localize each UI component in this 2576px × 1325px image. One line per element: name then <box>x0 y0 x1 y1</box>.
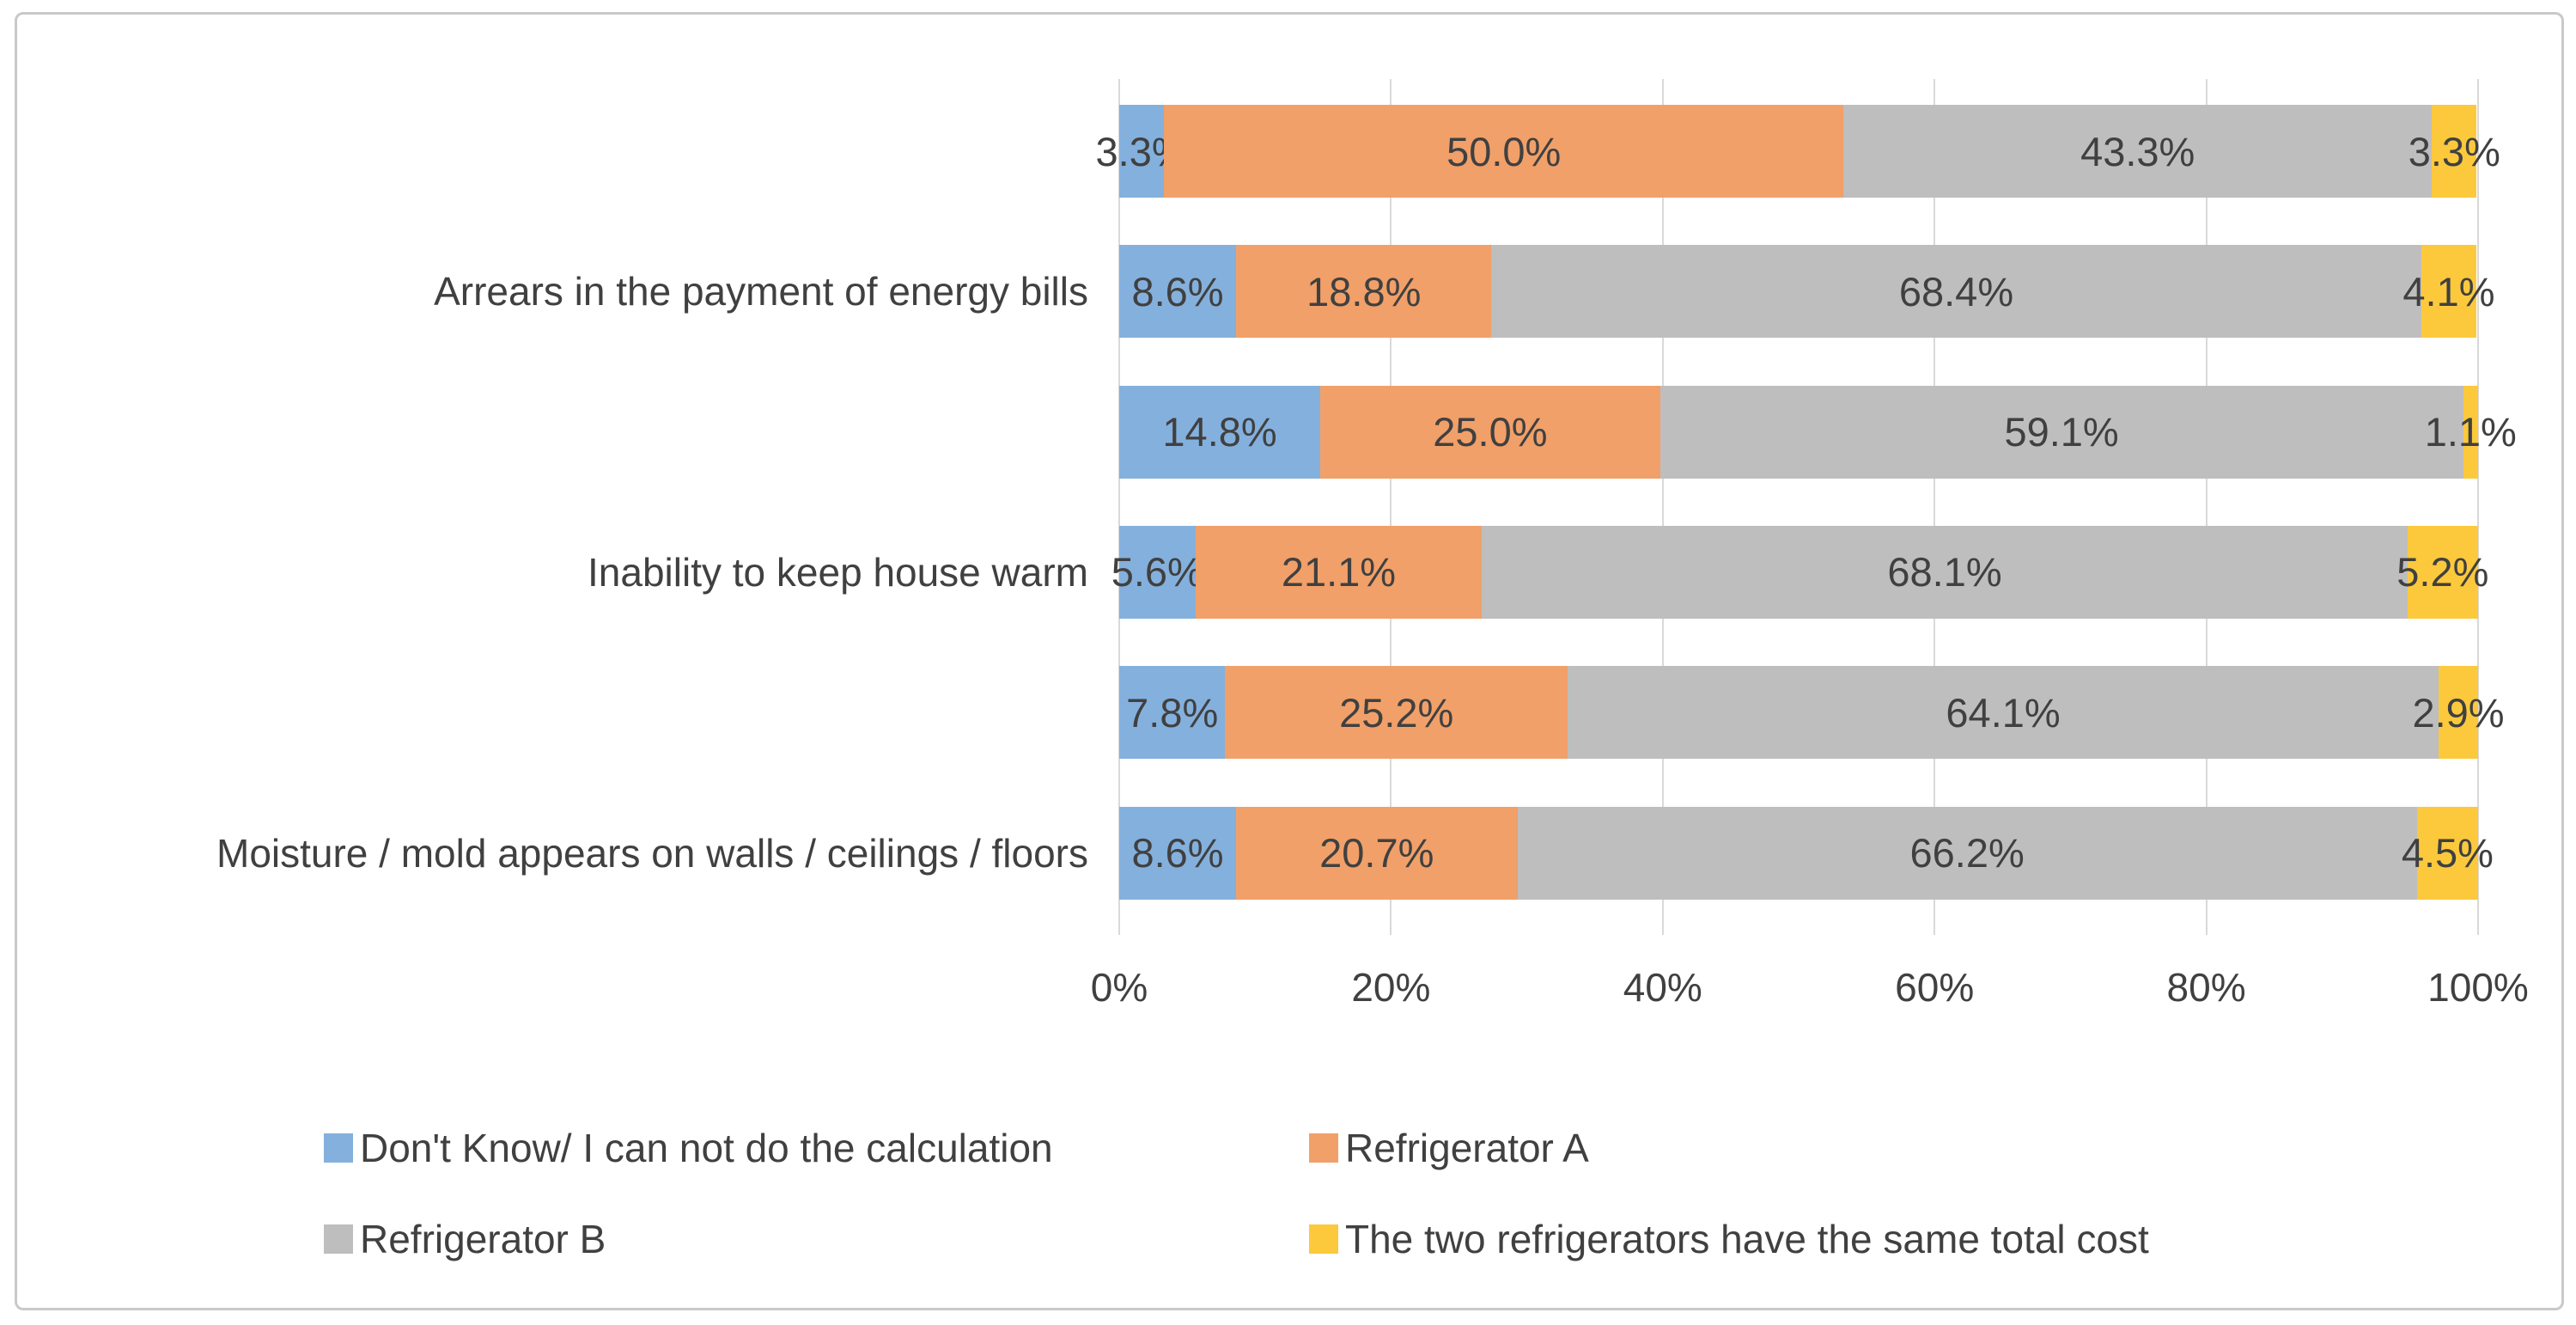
bar-row: 7.8% 25.2% 64.1% 2.9% <box>1119 666 2505 760</box>
data-label: 8.6% <box>1131 268 1224 314</box>
data-label: 59.1% <box>2004 409 2119 455</box>
legend-item-refrigerator-a: Refrigerator A <box>1309 1126 1589 1170</box>
x-axis-tick-label: 80% <box>2166 965 2246 1010</box>
data-label: 18.8% <box>1306 268 1422 314</box>
bar-segment-same-cost: 4.1% <box>2402 245 2495 339</box>
data-label: 68.4% <box>1898 268 2014 314</box>
x-axis-tick-label: 0% <box>1090 965 1148 1010</box>
data-label: 43.3% <box>2080 128 2195 174</box>
legend-marker <box>324 1133 353 1163</box>
legend-item-refrigerator-b: Refrigerator B <box>324 1217 606 1261</box>
bar-row: 5.6% 21.1% 68.1% 5.2% <box>1111 525 2488 619</box>
legend-label: The two refrigerators have the same tota… <box>1345 1217 2149 1261</box>
x-axis-tick-label: 20% <box>1351 965 1431 1010</box>
x-axis-tick-label: 100% <box>2427 965 2529 1010</box>
x-axis-tick-label: 40% <box>1623 965 1702 1010</box>
data-label: 64.1% <box>1946 689 2061 736</box>
bar-row: 8.6% 20.7% 66.2% 4.5% <box>1119 806 2494 900</box>
data-label: 3.3% <box>2408 128 2500 174</box>
data-label: 5.2% <box>2396 549 2489 595</box>
gridline <box>2205 79 2208 935</box>
bar-segment-refrigerator-b: 59.1% <box>1659 385 2463 479</box>
data-label: 4.1% <box>2402 268 2495 314</box>
data-label: 66.2% <box>1909 830 2025 876</box>
gridline <box>2477 79 2479 935</box>
data-label: 14.8% <box>1162 409 1277 455</box>
data-label: 2.9% <box>2412 689 2505 736</box>
bar-segment-refrigerator-a: 25.2% <box>1225 666 1568 760</box>
bar-row: 3.3% 50.0% 43.3% 3.3% <box>1096 105 2500 198</box>
x-axis-tick-label: 60% <box>1895 965 1975 1010</box>
legend-marker <box>324 1224 353 1254</box>
gridline <box>1934 79 1936 935</box>
legend-label: Refrigerator A <box>1345 1126 1589 1170</box>
bar-segment-dont-know: 8.6% <box>1119 245 1237 339</box>
bar-segment-refrigerator-b: 43.3% <box>1843 105 2433 198</box>
data-label: 25.0% <box>1433 409 1548 455</box>
legend-marker <box>1309 1224 1338 1254</box>
category-label: Moisture / mold appears on walls / ceili… <box>216 830 1088 876</box>
bar-segment-same-cost: 4.5% <box>2402 806 2494 900</box>
bar-row: 8.6% 18.8% 68.4% 4.1% <box>1119 245 2495 339</box>
bar-segment-refrigerator-b: 68.4% <box>1491 245 2421 339</box>
gridline <box>1661 79 1664 935</box>
bar-segment-refrigerator-a: 50.0% <box>1164 105 1844 198</box>
legend-item-same-cost: The two refrigerators have the same tota… <box>1309 1217 2149 1261</box>
legend-marker <box>1309 1133 1338 1163</box>
legend-item-dont-know: Don't Know/ I can not do the calculation <box>324 1126 1053 1170</box>
bar-segment-dont-know: 5.6% <box>1111 525 1203 619</box>
data-label: 20.7% <box>1319 830 1434 876</box>
chart-border <box>15 12 2564 1310</box>
bar-segment-refrigerator-a: 25.0% <box>1320 385 1660 479</box>
data-label: 4.5% <box>2401 830 2494 876</box>
bar-segment-same-cost: 5.2% <box>2396 525 2488 619</box>
bar-segment-refrigerator-a: 20.7% <box>1236 806 1518 900</box>
bar-segment-same-cost: 3.3% <box>2409 105 2500 198</box>
bar-segment-dont-know: 14.8% <box>1119 385 1321 479</box>
bar-segment-refrigerator-b: 64.1% <box>1568 666 2439 760</box>
bar-segment-refrigerator-a: 18.8% <box>1236 245 1492 339</box>
category-label: Arrears in the payment of energy bills <box>434 269 1088 314</box>
bar-segment-refrigerator-a: 21.1% <box>1195 525 1483 619</box>
data-label: 7.8% <box>1126 689 1219 736</box>
data-label: 25.2% <box>1339 689 1454 736</box>
bar-segment-same-cost: 2.9% <box>2412 666 2505 760</box>
bar-row: 14.8% 25.0% 59.1% 1.1% <box>1119 385 2517 479</box>
bar-segment-dont-know: 3.3% <box>1096 105 1188 198</box>
legend-label: Refrigerator B <box>360 1217 606 1261</box>
data-label: 1.1% <box>2424 409 2517 455</box>
gridline <box>1118 79 1120 935</box>
bar-segment-dont-know: 8.6% <box>1119 806 1237 900</box>
category-label: Inability to keep house warm <box>588 549 1088 595</box>
bar-segment-same-cost: 1.1% <box>2425 385 2517 479</box>
legend-label: Don't Know/ I can not do the calculation <box>360 1126 1053 1170</box>
data-label: 21.1% <box>1281 549 1397 595</box>
data-label: 68.1% <box>1887 549 2002 595</box>
data-label: 5.6% <box>1111 549 1203 595</box>
data-label: 8.6% <box>1131 830 1224 876</box>
bar-segment-refrigerator-b: 66.2% <box>1517 806 2417 900</box>
bar-segment-refrigerator-b: 68.1% <box>1482 525 2408 619</box>
data-label: 50.0% <box>1446 128 1562 174</box>
bar-segment-dont-know: 7.8% <box>1119 666 1226 760</box>
gridline <box>1390 79 1392 935</box>
